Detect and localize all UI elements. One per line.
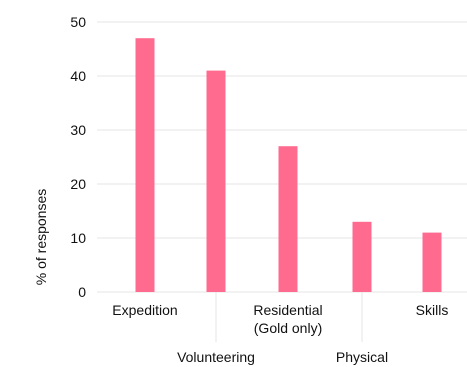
category-label-line: (Gold only) xyxy=(254,320,322,336)
y-tick-label-0: 0 xyxy=(78,284,86,300)
bar-expedition xyxy=(135,38,155,293)
category-label-line: Physical xyxy=(336,349,388,365)
bars xyxy=(135,38,442,293)
category-label-line: Volunteering xyxy=(177,349,255,365)
category-label-line: Residential xyxy=(253,302,322,318)
category-label-physical: Physical xyxy=(336,349,388,365)
y-axis-title: % of responses xyxy=(33,189,49,286)
category-labels: Expedition Volunteering Residential (Gold o… xyxy=(112,302,448,365)
y-axis-ticks: 0 10 20 30 40 50 xyxy=(70,14,86,300)
y-tick-label-20: 20 xyxy=(70,176,86,192)
y-tick-label-50: 50 xyxy=(70,14,86,30)
category-label-volunteering: Volunteering xyxy=(177,349,255,365)
category-separators xyxy=(215,292,363,342)
bar-residential-gold-only xyxy=(278,146,298,292)
category-label-line: Expedition xyxy=(112,302,177,318)
bar-physical xyxy=(352,221,372,292)
category-label-expedition: Expedition xyxy=(112,302,177,318)
y-tick-label-40: 40 xyxy=(70,68,86,84)
category-label-line: Skills xyxy=(416,302,449,318)
y-tick-label-10: 10 xyxy=(70,230,86,246)
y-tick-label-30: 30 xyxy=(70,122,86,138)
bar-volunteering xyxy=(206,70,226,292)
category-label-residential-gold-only: Residential (Gold only) xyxy=(253,302,322,336)
bar-skills xyxy=(422,232,442,292)
category-label-skills: Skills xyxy=(416,302,449,318)
